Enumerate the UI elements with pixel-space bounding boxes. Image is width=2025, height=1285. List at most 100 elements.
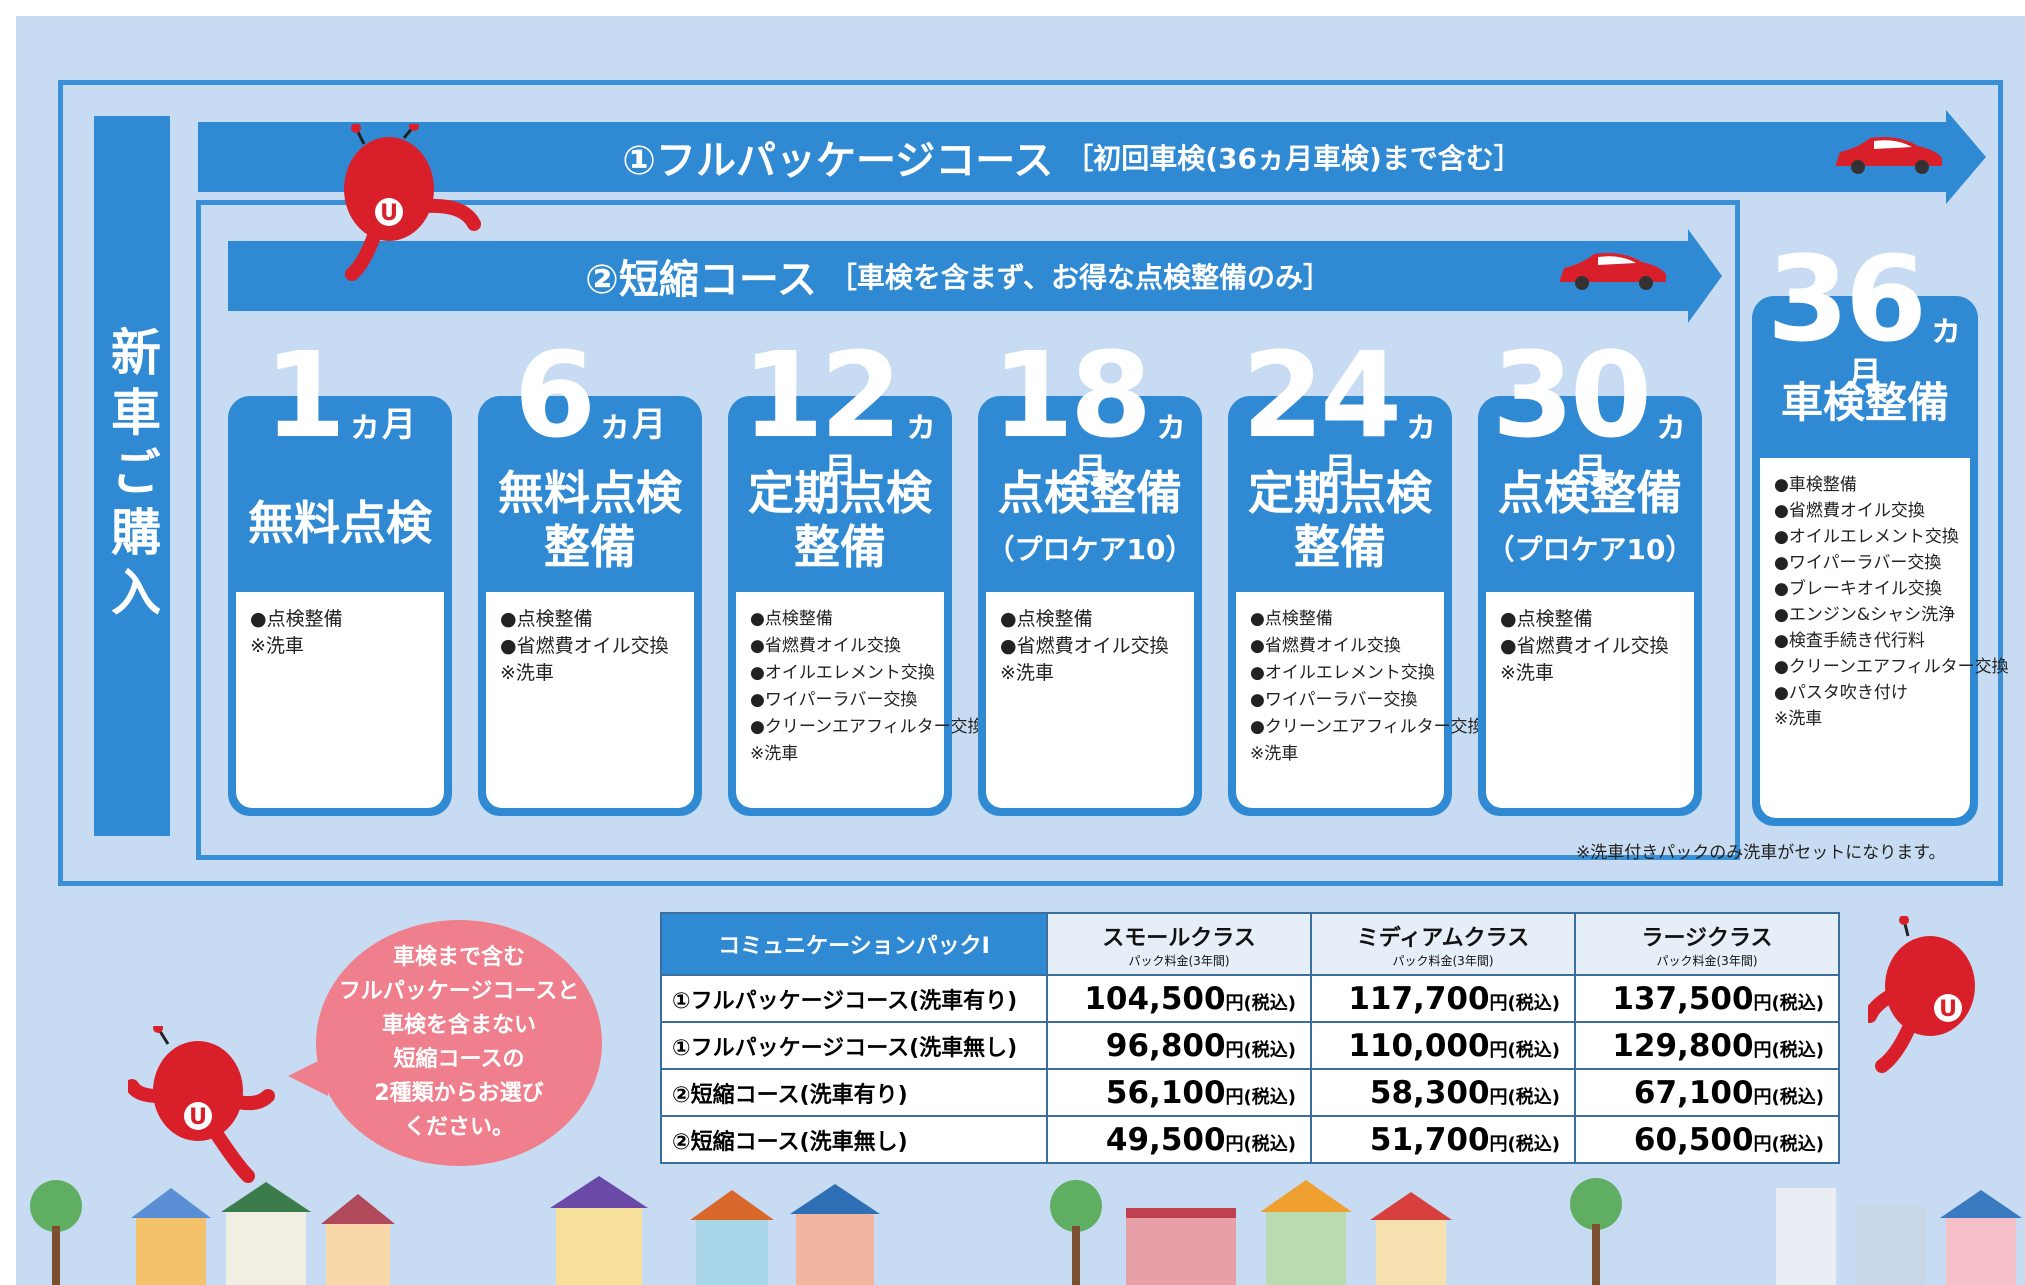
card-item: ●クリーンエアフィルター交換 xyxy=(1250,717,1485,737)
price-cell: 56,100円(税込) xyxy=(1046,1068,1312,1117)
house-icon xyxy=(221,1182,311,1285)
house-icon xyxy=(690,1190,774,1285)
maintenance-card-24-month: 24 ヵ月 定期点検 整備 ●点検整備 ●省燃費オイル交換 ●オイルエレメント交換… xyxy=(1228,336,1485,816)
short-course-banner: ②短縮コース ［車検を含まず、お得な点検整備のみ］ xyxy=(228,241,1688,311)
card-item: ●省燃費オイル交換 xyxy=(1774,501,1925,521)
card-subtitle: （プロケア10） xyxy=(1486,533,1694,566)
card-month-number: 6 xyxy=(513,326,596,464)
column-header: スモールクラス パック料金(3年間) xyxy=(1046,912,1312,976)
full-package-title: ①フルパッケージコース xyxy=(622,138,1054,184)
card-item: ※洗車 xyxy=(500,662,554,684)
card-item: ※洗車 xyxy=(1000,662,1054,684)
mascot-character-icon: U xyxy=(344,124,481,281)
mascot-badge-text: U xyxy=(189,1105,207,1130)
house-icon xyxy=(131,1188,211,1285)
table-row: ①フルパッケージコース(洗車有り) 104,500円(税込) 117,700円(… xyxy=(660,974,1840,1023)
card-month-unit: ヵ月 xyxy=(598,405,667,445)
card-items: ●点検整備 ●省燃費オイル交換 ※洗車 xyxy=(986,592,1194,808)
card-item: ●省燃費オイル交換 xyxy=(1500,635,1669,657)
table-corner-title: コミュニケーションパックⅠ xyxy=(660,912,1048,976)
card-item: ●エンジン&シャシ洗浄 xyxy=(1774,605,1956,625)
card-items: ●点検整備 ※洗車 xyxy=(236,592,444,808)
card-month-number: 30 xyxy=(1491,326,1652,464)
price-cell: 49,500円(税込) xyxy=(1046,1115,1312,1164)
card-item: ●点検整備 xyxy=(250,608,343,630)
card-month-unit: ヵ月 xyxy=(1848,309,1964,395)
house-icon xyxy=(790,1184,880,1285)
card-item: ●ブレーキオイル交換 xyxy=(1774,579,1942,599)
card-item: ●車検整備 xyxy=(1774,475,1857,495)
card-title: 点検整備 xyxy=(998,466,1182,520)
row-label: ①フルパッケージコース(洗車無し) xyxy=(660,1021,1048,1070)
price-cell: 96,800円(税込) xyxy=(1046,1021,1312,1070)
maintenance-card-18-month: 18 ヵ月 点検整備 （プロケア10） ●点検整備 ●省燃費オイル交換 ※洗車 xyxy=(978,336,1202,816)
card-item: ●省燃費オイル交換 xyxy=(750,636,901,656)
house-icon xyxy=(321,1194,395,1285)
row-label: ①フルパッケージコース(洗車有り) xyxy=(660,974,1048,1023)
price-cell: 51,700円(税込) xyxy=(1310,1115,1576,1164)
red-car-icon xyxy=(1560,253,1666,290)
vehicle-inspection-card-36-month: 36 ヵ月 車検整備 ●車検整備 ●省燃費オイル交換 ●オイルエレメント交換 ●ワ… xyxy=(1752,240,2009,826)
full-package-subtitle: ［初回車検(36ヵ月車検)まで含む］ xyxy=(1065,142,1522,175)
price-cell: 58,300円(税込) xyxy=(1310,1068,1576,1117)
card-items: ●点検整備 ●省燃費オイル交換 ●オイルエレメント交換 ●ワイパーラバー交換 ●… xyxy=(1236,592,1485,808)
bubble-line: 車検を含まない xyxy=(381,1013,536,1038)
mascot-badge-text: U xyxy=(1939,997,1957,1022)
price-cell: 137,500円(税込) xyxy=(1574,974,1840,1023)
card-title: 点検整備 xyxy=(1498,466,1682,520)
full-package-arrowhead xyxy=(1946,110,1986,204)
card-month-number: 1 xyxy=(263,326,346,464)
card-items: ●車検整備 ●省燃費オイル交換 ●オイルエレメント交換 ●ワイパーラバー交換 ●… xyxy=(1760,458,2009,818)
tree-icon xyxy=(30,1180,82,1285)
card-item: ●オイルエレメント交換 xyxy=(750,663,935,683)
table-row: ①フルパッケージコース(洗車無し) 96,800円(税込) 110,000円(税… xyxy=(660,1021,1840,1070)
table-row: ②短縮コース(洗車無し) 49,500円(税込) 51,700円(税込) 60,… xyxy=(660,1115,1840,1164)
mascot-character-icon: U xyxy=(128,1026,275,1183)
town-illustration xyxy=(30,1176,2022,1285)
row-label: ②短縮コース(洗車無し) xyxy=(660,1115,1048,1164)
card-item: ●パスタ吹き付け xyxy=(1774,683,1908,703)
card-item: ※洗車 xyxy=(250,635,304,657)
bubble-line: ください。 xyxy=(403,1115,514,1140)
card-item: ※洗車 xyxy=(1774,709,1823,729)
mascot-character-icon: U xyxy=(1868,916,1975,1073)
card-month-unit: ヵ月 xyxy=(1323,405,1439,491)
card-month-number: 18 xyxy=(991,326,1152,464)
card-items: ●点検整備 ●省燃費オイル交換 ※洗車 xyxy=(1486,592,1694,808)
card-items: ●点検整備 ●省燃費オイル交換 ※洗車 xyxy=(486,592,694,808)
bubble-line: 2種類からお選び xyxy=(374,1081,544,1106)
house-icon xyxy=(1126,1208,1236,1285)
maintenance-card-6-month: 6 ヵ月 無料点検 整備 ●点検整備 ●省燃費オイル交換 ※洗車 xyxy=(478,336,702,816)
card-subtitle: （プロケア10） xyxy=(986,533,1194,566)
new-car-purchase-label: 新車ご購入 xyxy=(103,326,161,626)
price-cell: 104,500円(税込) xyxy=(1046,974,1312,1023)
card-month-number: 24 xyxy=(1241,326,1402,464)
card-month-unit: ヵ月 xyxy=(823,405,939,491)
house-icon xyxy=(1370,1192,1452,1285)
price-cell: 60,500円(税込) xyxy=(1574,1115,1840,1164)
price-cell: 129,800円(税込) xyxy=(1574,1021,1840,1070)
table-header-row: コミュニケーションパックⅠ スモールクラス パック料金(3年間) ミディアムクラス… xyxy=(660,912,1840,976)
card-item: ●クリーンエアフィルター交換 xyxy=(750,717,985,737)
bubble-line: フルパッケージコースと xyxy=(338,979,580,1004)
card-item: ●点検整備 xyxy=(1250,609,1333,629)
maintenance-card-30-month: 30 ヵ月 点検整備 （プロケア10） ●点検整備 ●省燃費オイル交換 ※洗車 xyxy=(1478,336,1702,816)
row-label: ②短縮コース(洗車有り) xyxy=(660,1068,1048,1117)
card-item: ●省燃費オイル交換 xyxy=(1000,635,1169,657)
card-item: ●点検整備 xyxy=(1000,608,1093,630)
card-item: ●点検整備 xyxy=(500,608,593,630)
card-item: ●省燃費オイル交換 xyxy=(500,635,669,657)
full-course-frame xyxy=(58,80,2003,886)
bubble-line: 車検まで含む xyxy=(392,945,525,970)
card-title: 無料点検 整備 xyxy=(498,466,682,574)
card-item: ●ワイパーラバー交換 xyxy=(1774,553,1942,573)
card-item: ●検査手続き代行料 xyxy=(1774,631,1925,651)
card-item: ※洗車 xyxy=(1250,744,1299,764)
house-icon xyxy=(550,1176,648,1285)
new-car-purchase-bar: 新車ご購入 xyxy=(94,116,170,836)
card-item: ●点検整備 xyxy=(1500,608,1593,630)
card-item: ●ワイパーラバー交換 xyxy=(1250,690,1418,710)
maintenance-card-1-month: 1 ヵ月 無料点検 ●点検整備 ※洗車 xyxy=(228,336,452,816)
brochure-sheet: 新車ご購入 ①フルパッケージコース ［初回車検(36ヵ月車検)まで含む］ ②短縮… xyxy=(16,16,2025,1285)
building-icon xyxy=(1776,1188,1926,1285)
